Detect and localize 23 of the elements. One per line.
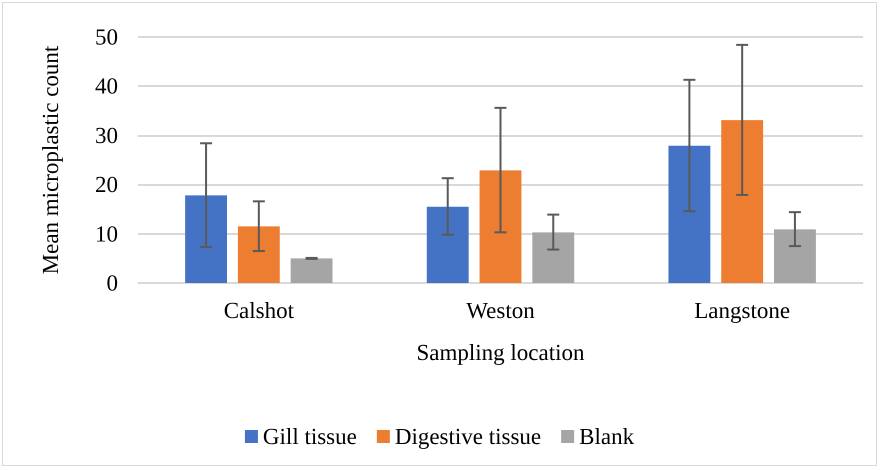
y-tick-label: 30 xyxy=(95,122,118,148)
legend-label: Blank xyxy=(579,424,635,449)
bar xyxy=(480,170,522,283)
x-tick-label: Langstone xyxy=(694,298,790,323)
bar xyxy=(532,232,574,283)
legend-label: Digestive tissue xyxy=(394,424,542,449)
bar xyxy=(721,120,764,283)
bar xyxy=(774,229,816,283)
y-tick-label: 50 xyxy=(95,24,118,50)
legend-label: Gill tissue xyxy=(262,424,357,449)
bar xyxy=(668,146,710,283)
bar xyxy=(185,195,228,283)
y-axis-title: Mean microplastic count xyxy=(38,45,63,274)
y-tick-label: 40 xyxy=(95,74,118,99)
bar xyxy=(290,258,333,283)
x-axis-title: Sampling location xyxy=(416,340,585,365)
x-tick-label: Calshot xyxy=(224,298,295,323)
bar xyxy=(238,226,280,283)
y-tick-label: 20 xyxy=(95,172,118,198)
x-tick-label: Weston xyxy=(466,298,536,323)
y-tick-label: 10 xyxy=(95,221,118,246)
bar xyxy=(426,206,469,283)
y-tick-label: 0 xyxy=(106,270,118,296)
